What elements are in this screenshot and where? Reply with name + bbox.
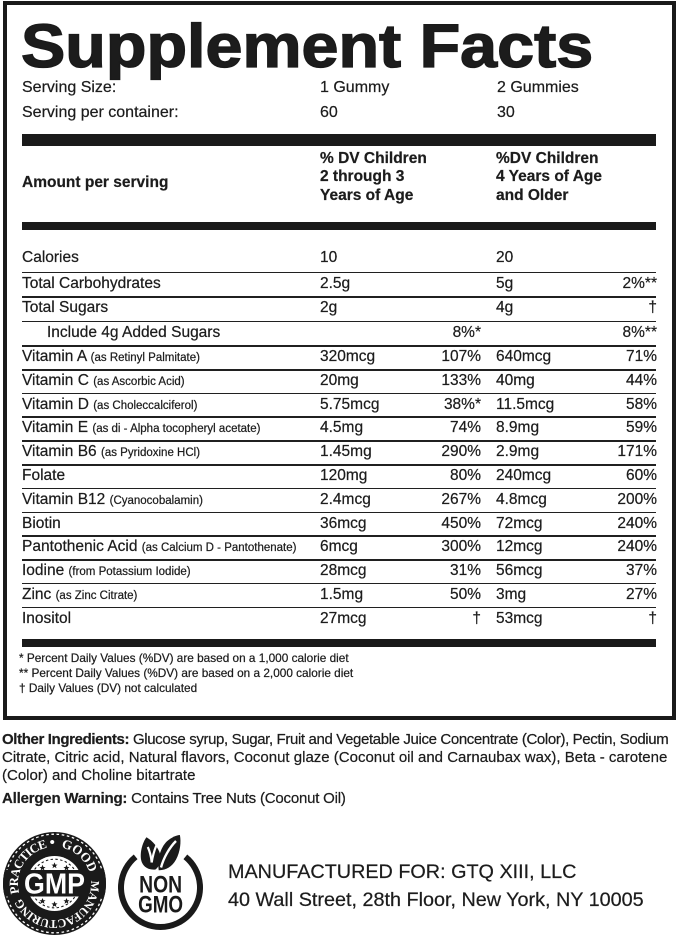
svg-text:GMP: GMP (24, 869, 85, 901)
svg-text:•: • (49, 835, 55, 851)
svg-text:NON: NON (139, 872, 182, 899)
svg-text:GMO: GMO (138, 892, 183, 919)
